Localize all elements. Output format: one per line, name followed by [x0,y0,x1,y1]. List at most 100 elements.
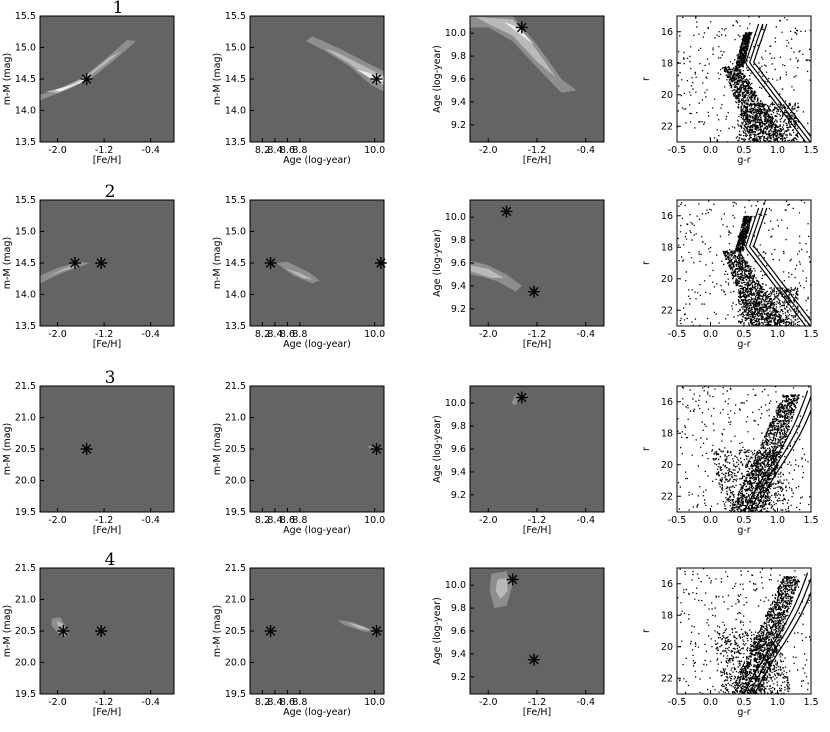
y-tick-label: 18 [661,58,673,69]
y-axis-label: m-M (mag) [212,53,223,105]
y-tick-label: 19.5 [15,507,36,518]
x-tick-label: 0.0 [703,145,718,156]
y-axis-label: r [641,261,652,265]
contour-level-2 [284,268,313,280]
x-tick-label: 8.4 [267,515,282,526]
x-tick-label: 10.0 [364,515,385,526]
x-tick-label: 1.5 [803,515,818,526]
x-tick-label: -1.2 [528,145,547,156]
y-tick-label: 18 [661,242,673,253]
x-tick-label: 8.8 [292,697,307,708]
y-axis-label: m-M (mag) [2,53,13,105]
x-tick-label: 8.8 [292,329,307,340]
panel-r4-age-vs-feh: -2.0 -1.2 -0.4 [Fe/H] 10.0 9.8 9.6 9.4 9.2 Age (l… [432,567,605,718]
x-tick-label: 8.6 [280,145,295,156]
x-tick-label: 0.5 [736,515,751,526]
x-tick-label: -0.5 [668,697,687,708]
y-tick-label: 20 [661,274,673,285]
y-tick-label: 21.5 [15,563,36,574]
y-tick-label: 15.0 [225,43,246,54]
x-tick-label: 8.6 [280,329,295,340]
x-tick-label: 10.0 [364,145,385,156]
y-tick-label: 13.5 [15,137,36,148]
y-tick-label: 20.0 [225,658,246,669]
x-tick-label: 8.4 [267,329,282,340]
panel-r3-dm-vs-feh: -2.0 -1.2 -0.4 [Fe/H] 21.5 21.0 20.5 20.0 19.5 m-… [2,381,175,536]
y-tick-label: 15.5 [15,195,36,206]
y-tick-label: 20.5 [225,444,246,455]
y-tick-label: 21.5 [225,381,246,392]
y-tick-label: 13.5 [225,137,246,148]
y-tick-label: 9.8 [451,603,466,614]
y-tick-label: 9.6 [451,444,466,455]
x-tick-label: -2.0 [479,697,498,708]
panel-r1-age-vs-feh: -2.0 -1.2 -0.4 [Fe/H] 10.0 9.8 9.6 9.4 9.2 Age (l… [432,15,605,166]
x-tick-label: -1.2 [95,145,114,156]
y-axis-label: m-M (mag) [212,237,223,289]
y-tick-label: 10.0 [445,580,466,591]
x-tick-label: -1.2 [95,697,114,708]
x-tick-label: 0.0 [703,697,718,708]
y-tick-label: 20.5 [225,626,246,637]
x-tick-label: -2.0 [48,515,67,526]
x-axis-label: g-r [737,525,750,536]
x-axis-label: [Fe/H] [523,707,552,718]
y-tick-label: 10.0 [445,212,466,223]
x-tick-label: 0.5 [736,329,751,340]
y-axis-label: Age (log-year) [432,229,443,297]
isochrone-curves [745,207,811,326]
panel-r2-cmd: -0.5 0.0 0.5 1.0 1.5 g-r 16 18 20 22 r [641,199,819,350]
y-tick-label: 22 [661,121,673,132]
plot-area [470,16,604,142]
x-tick-label: 1.5 [803,329,818,340]
best-fit-marker-1 [68,257,81,269]
y-tick-label: 21.5 [15,381,36,392]
y-tick-label: 9.2 [451,490,466,501]
star-points [677,568,811,694]
y-tick-label: 22 [661,305,673,316]
y-tick-label: 14.0 [225,290,246,301]
row-label-4: 4 [105,550,116,570]
x-tick-label: 1.0 [770,515,785,526]
x-axis-label: [Fe/H] [523,339,552,350]
y-tick-label: 9.8 [451,235,466,246]
y-tick-label: 19.5 [15,689,36,700]
y-tick-label: 15.5 [15,11,36,22]
y-tick-label: 20 [661,460,673,471]
y-tick-label: 9.6 [451,258,466,269]
x-axis-label: Age (log-year) [283,155,351,166]
y-axis-label: m-M (mag) [2,605,13,657]
star-points [677,386,811,512]
y-tick-label: 14.0 [15,106,36,117]
plot-area [40,386,174,512]
plot-area [250,386,384,512]
x-tick-label: -0.4 [576,515,595,526]
y-tick-label: 14.0 [15,290,36,301]
best-fit-marker-1 [57,625,70,637]
row-label-3: 3 [105,368,116,388]
y-tick-label: 14.0 [225,106,246,117]
y-tick-label: 9.8 [451,421,466,432]
x-tick-label: 8.6 [280,515,295,526]
contour-level-2 [470,265,504,278]
x-tick-label: 0.5 [736,697,751,708]
y-tick-label: 14.5 [225,258,246,269]
x-tick-label: 10.0 [364,329,385,340]
y-tick-label: 16 [661,211,673,222]
panel-r1-cmd: -0.5 0.0 0.5 1.0 1.5 g-r 16 18 20 22 r [641,15,819,166]
x-axis-label: [Fe/H] [93,339,122,350]
row-label-2: 2 [105,182,116,202]
x-axis-label: [Fe/H] [93,525,122,536]
x-tick-label: -2.0 [48,145,67,156]
x-tick-label: -0.5 [668,515,687,526]
y-tick-label: 20.5 [15,626,36,637]
x-tick-label: 0.0 [703,329,718,340]
y-tick-label: 9.2 [451,672,466,683]
x-tick-label: 0.5 [736,145,751,156]
panel-r3-age-vs-feh: -2.0 -1.2 -0.4 [Fe/H] 10.0 9.8 9.6 9.4 9.2 Age (l… [432,385,605,536]
y-tick-label: 9.8 [451,51,466,62]
panel-r3-dm-vs-age: 8.28.48.68.8 10.0 Age (log-year) 21.5 21.0 20… [212,381,385,536]
panel-r3-cmd: -0.5 0.0 0.5 1.0 1.5 g-r 16 18 20 22 r [641,385,819,536]
x-tick-label: 1.5 [803,145,818,156]
